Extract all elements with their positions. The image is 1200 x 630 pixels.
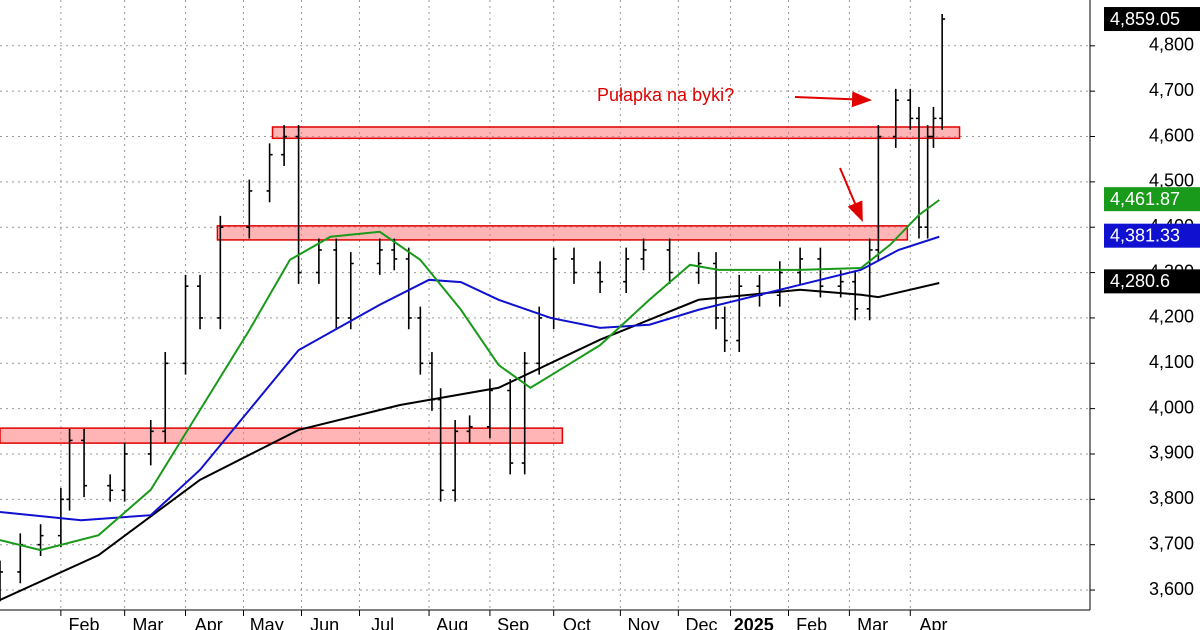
last-value-badge bbox=[1104, 223, 1200, 248]
ohlc-bar bbox=[640, 238, 647, 271]
ohlc-bar bbox=[466, 415, 473, 443]
x-tick-label: Jun bbox=[310, 615, 339, 630]
ohlc-bar bbox=[892, 88, 899, 148]
resistance-zone bbox=[216, 225, 909, 241]
ohlc-bar bbox=[197, 274, 204, 330]
ohlc-bar bbox=[0, 560, 3, 602]
x-tick-label: Mar bbox=[857, 615, 888, 630]
ohlc-bar bbox=[536, 306, 543, 375]
y-tick-label: 3,800 bbox=[1149, 488, 1194, 508]
ohlc-bar bbox=[391, 238, 398, 271]
annotation-arrow bbox=[839, 167, 863, 222]
moving-average bbox=[0, 199, 940, 552]
x-tick-label: Apr bbox=[919, 615, 947, 630]
y-tick-label: 4,200 bbox=[1149, 307, 1194, 327]
last-value-badge bbox=[1104, 187, 1200, 212]
ohlc-bar bbox=[315, 238, 322, 284]
x-tick-label: May bbox=[250, 615, 284, 630]
ohlc-bar bbox=[246, 179, 253, 239]
ohlc-bar bbox=[736, 274, 743, 352]
y-tick-label: 4,700 bbox=[1149, 80, 1194, 100]
ohlc-bar bbox=[333, 238, 340, 330]
last-value-label: 4,461.87 bbox=[1110, 189, 1180, 209]
ohlc-bar bbox=[623, 247, 630, 293]
ohlc-bar bbox=[866, 238, 873, 321]
ohlc-bar bbox=[721, 306, 728, 352]
moving-average bbox=[0, 235, 940, 522]
ohlc-bar bbox=[930, 107, 937, 148]
last-value-badge bbox=[1104, 269, 1200, 294]
ohlc-bar bbox=[713, 252, 720, 330]
ohlc-bar bbox=[695, 252, 702, 284]
x-tick-label: Sep bbox=[497, 615, 529, 630]
ohlc-bar bbox=[570, 247, 577, 284]
ohlc-bar bbox=[437, 388, 444, 502]
ohlc-bar bbox=[81, 429, 88, 498]
ohlc-bar bbox=[776, 261, 783, 307]
last-value-label: 4,280.6 bbox=[1110, 271, 1170, 291]
ohlc-bar bbox=[452, 419, 459, 502]
x-tick-label: Apr bbox=[195, 615, 223, 630]
ohlc-bar bbox=[915, 107, 922, 239]
ohlc-bar bbox=[281, 125, 288, 166]
annotation: Pułapka na byki? bbox=[597, 85, 734, 105]
ohlc-bar bbox=[666, 238, 673, 284]
ohlc-bar bbox=[507, 379, 514, 475]
ohlc-bar bbox=[217, 215, 224, 330]
ohlc-bar bbox=[376, 238, 383, 275]
resistance-zone bbox=[0, 427, 564, 444]
y-tick-label: 4,500 bbox=[1149, 171, 1194, 191]
y-tick-label: 4,000 bbox=[1149, 397, 1194, 417]
ohlc-bar bbox=[121, 442, 128, 502]
resistance-zone bbox=[271, 126, 961, 140]
y-tick-label: 3,700 bbox=[1149, 533, 1194, 553]
last-value-badge bbox=[1104, 7, 1200, 32]
ohlc-bar bbox=[162, 351, 169, 443]
ohlc-bar bbox=[875, 125, 882, 262]
ohlc-bar bbox=[405, 247, 412, 330]
annotation-arrow bbox=[794, 91, 872, 108]
x-tick-label: 2025 bbox=[734, 615, 774, 630]
last-value-label: 4,859.05 bbox=[1110, 9, 1180, 29]
y-tick-label: 4,800 bbox=[1149, 35, 1194, 55]
x-tick-label: Mar bbox=[132, 615, 163, 630]
ohlc-bar bbox=[521, 351, 528, 475]
x-tick-label: Feb bbox=[69, 615, 100, 630]
ohlc-bar bbox=[147, 419, 154, 466]
y-tick-label: 3,600 bbox=[1149, 579, 1194, 599]
x-tick-label: Jul bbox=[371, 615, 394, 630]
ohlc-bar bbox=[66, 429, 73, 511]
y-tick-label: 3,900 bbox=[1149, 443, 1194, 463]
ohlc-bar bbox=[924, 125, 931, 239]
ohlc-bar bbox=[347, 252, 354, 330]
ohlc-bar bbox=[597, 261, 604, 293]
moving-average bbox=[0, 282, 940, 601]
x-tick-label: Feb bbox=[796, 615, 827, 630]
y-tick-label: 4,100 bbox=[1149, 352, 1194, 372]
x-tick-label: Dec bbox=[686, 615, 718, 630]
x-tick-label: Aug bbox=[436, 615, 468, 630]
ohlc-bar bbox=[907, 88, 914, 130]
ohlc-bar bbox=[939, 14, 946, 130]
ohlc-bar bbox=[266, 143, 273, 203]
ohlc-bar bbox=[417, 306, 424, 375]
ohlc-bar bbox=[797, 247, 804, 284]
ohlc-bar bbox=[182, 274, 189, 375]
ohlc-bar bbox=[295, 125, 302, 284]
x-tick-label: Nov bbox=[628, 615, 660, 630]
ohlc-bar bbox=[107, 474, 114, 502]
ohlc-bar bbox=[817, 247, 824, 298]
y-tick-label: 4,600 bbox=[1149, 125, 1194, 145]
last-value-label: 4,381.33 bbox=[1110, 225, 1180, 245]
x-tick-label: Oct bbox=[563, 615, 591, 630]
